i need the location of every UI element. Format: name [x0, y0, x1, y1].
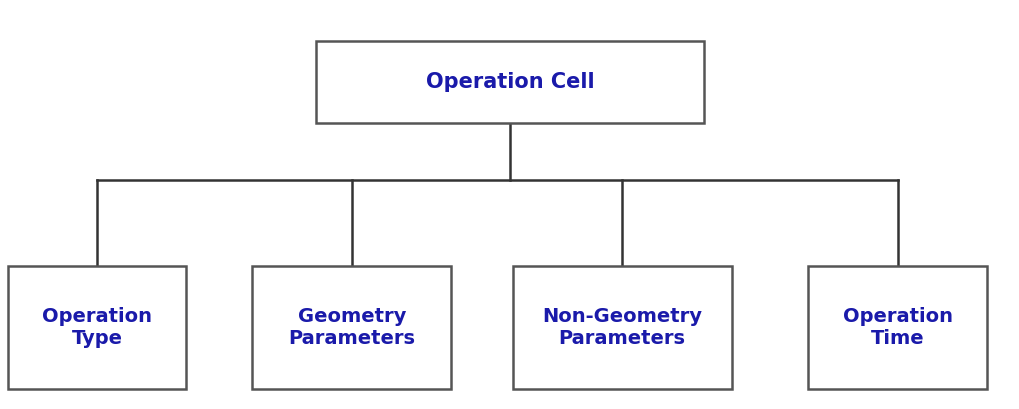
FancyBboxPatch shape: [253, 266, 451, 389]
FancyBboxPatch shape: [8, 266, 186, 389]
Text: Operation
Time: Operation Time: [842, 307, 952, 348]
FancyBboxPatch shape: [512, 266, 731, 389]
Text: Geometry
Parameters: Geometry Parameters: [288, 307, 415, 348]
Text: Operation Cell: Operation Cell: [425, 72, 594, 92]
Text: Operation
Type: Operation Type: [42, 307, 152, 348]
Text: Non-Geometry
Parameters: Non-Geometry Parameters: [542, 307, 701, 348]
FancyBboxPatch shape: [808, 266, 986, 389]
FancyBboxPatch shape: [316, 41, 703, 123]
